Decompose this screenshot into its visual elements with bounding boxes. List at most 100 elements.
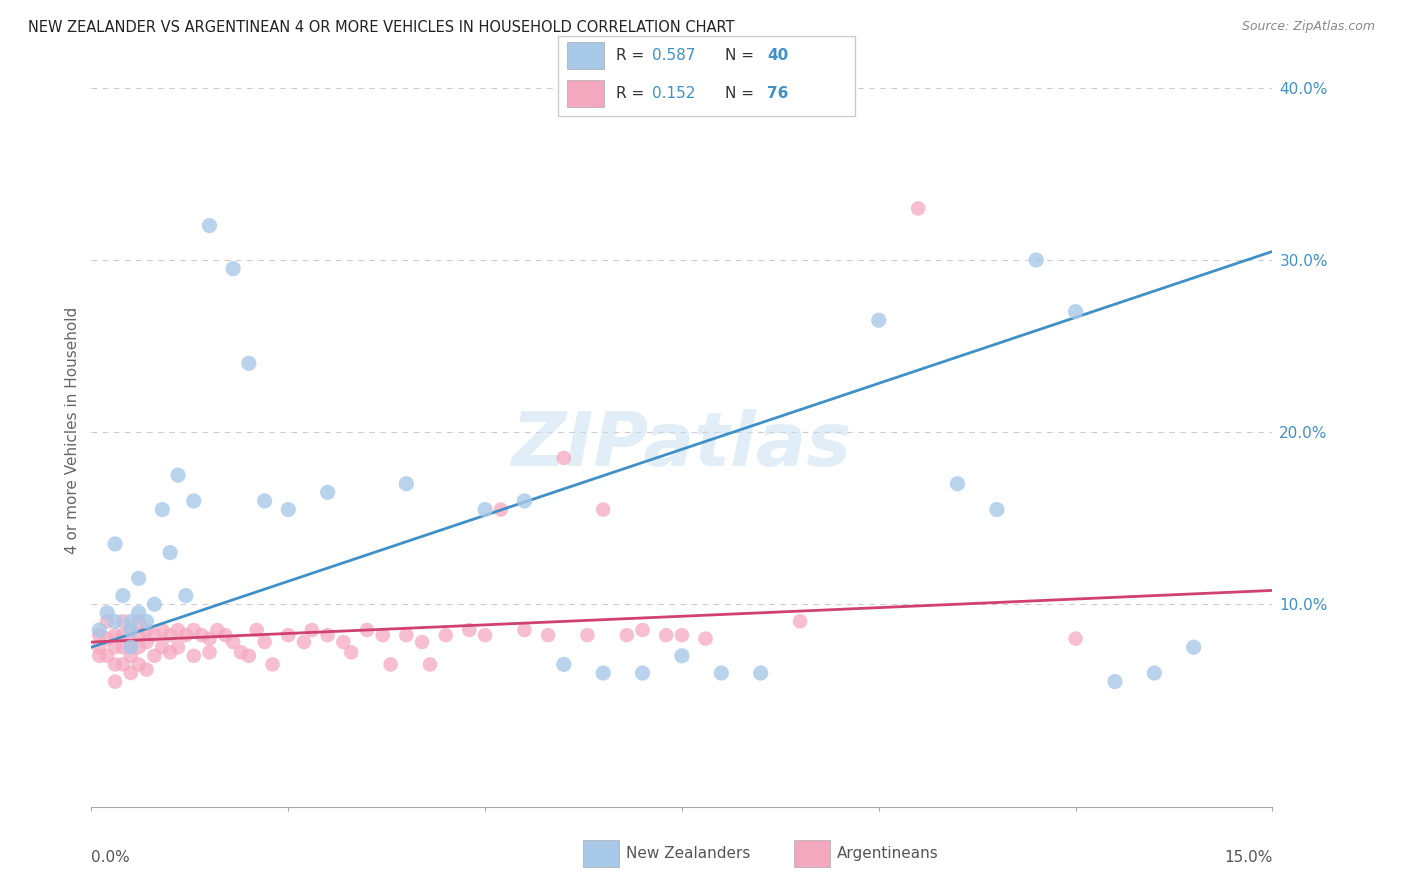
- Point: [592, 666, 614, 681]
- Point: [120, 640, 142, 655]
- Point: [104, 657, 127, 672]
- Point: [789, 615, 811, 629]
- Text: R =: R =: [616, 48, 650, 62]
- Point: [183, 623, 205, 637]
- Point: [246, 623, 269, 637]
- Text: R =: R =: [616, 87, 650, 101]
- Point: [229, 645, 252, 659]
- Point: [120, 666, 142, 681]
- Point: [128, 628, 150, 642]
- Point: [120, 623, 142, 637]
- Point: [749, 666, 772, 681]
- Point: [207, 623, 229, 637]
- Point: [292, 635, 315, 649]
- Point: [150, 640, 173, 655]
- Point: [167, 640, 190, 655]
- Point: [631, 623, 654, 637]
- Text: 15.0%: 15.0%: [1225, 850, 1272, 865]
- Point: [671, 648, 693, 663]
- Point: [198, 645, 221, 659]
- Point: [135, 635, 157, 649]
- Point: [458, 623, 481, 637]
- Point: [946, 476, 969, 491]
- Point: [198, 219, 221, 233]
- Point: [159, 645, 181, 659]
- Point: [111, 589, 134, 603]
- Text: 0.152: 0.152: [652, 87, 696, 101]
- Point: [128, 571, 150, 585]
- Bar: [568, 80, 603, 107]
- Point: [553, 450, 575, 465]
- Point: [143, 648, 166, 663]
- Point: [553, 657, 575, 672]
- Point: [474, 628, 496, 642]
- Point: [616, 628, 638, 642]
- Point: [1104, 674, 1126, 689]
- Point: [253, 635, 276, 649]
- Point: [128, 640, 150, 655]
- Text: 76: 76: [768, 87, 789, 101]
- Point: [1182, 640, 1205, 655]
- Point: [592, 502, 614, 516]
- Text: NEW ZEALANDER VS ARGENTINEAN 4 OR MORE VEHICLES IN HOUSEHOLD CORRELATION CHART: NEW ZEALANDER VS ARGENTINEAN 4 OR MORE V…: [28, 20, 734, 35]
- Point: [671, 628, 693, 642]
- Point: [340, 645, 363, 659]
- Point: [371, 628, 394, 642]
- Point: [316, 628, 339, 642]
- Point: [104, 674, 127, 689]
- Text: ZIPatlas: ZIPatlas: [512, 409, 852, 482]
- Point: [419, 657, 441, 672]
- Point: [238, 356, 260, 370]
- Point: [120, 635, 142, 649]
- Point: [89, 640, 111, 655]
- Point: [1143, 666, 1166, 681]
- Y-axis label: 4 or more Vehicles in Household: 4 or more Vehicles in Household: [65, 307, 80, 554]
- FancyBboxPatch shape: [558, 36, 855, 116]
- Text: 0.0%: 0.0%: [91, 850, 131, 865]
- Text: 0.587: 0.587: [652, 48, 696, 62]
- Point: [128, 657, 150, 672]
- Point: [434, 628, 457, 642]
- Point: [316, 485, 339, 500]
- Point: [238, 648, 260, 663]
- Point: [135, 615, 157, 629]
- Point: [395, 476, 418, 491]
- Point: [214, 628, 236, 642]
- Point: [1064, 632, 1087, 646]
- Text: N =: N =: [724, 48, 758, 62]
- Point: [89, 648, 111, 663]
- Point: [111, 657, 134, 672]
- Point: [104, 615, 127, 629]
- Point: [183, 648, 205, 663]
- Point: [111, 628, 134, 642]
- Point: [104, 628, 127, 642]
- Text: Argentineans: Argentineans: [837, 847, 938, 861]
- Point: [655, 628, 678, 642]
- Text: 40: 40: [768, 48, 789, 62]
- Point: [222, 635, 245, 649]
- Point: [111, 640, 134, 655]
- Point: [1025, 253, 1047, 268]
- Point: [380, 657, 402, 672]
- Point: [167, 623, 190, 637]
- Point: [143, 628, 166, 642]
- Point: [710, 666, 733, 681]
- Point: [143, 597, 166, 611]
- Point: [120, 648, 142, 663]
- Point: [135, 663, 157, 677]
- Point: [301, 623, 323, 637]
- Point: [262, 657, 284, 672]
- Point: [128, 606, 150, 620]
- Point: [183, 494, 205, 508]
- Point: [356, 623, 378, 637]
- Point: [135, 623, 157, 637]
- Point: [190, 628, 212, 642]
- Point: [513, 494, 536, 508]
- Point: [253, 494, 276, 508]
- Point: [411, 635, 433, 649]
- Point: [96, 606, 118, 620]
- Point: [537, 628, 560, 642]
- Point: [128, 615, 150, 629]
- Point: [395, 628, 418, 642]
- Point: [277, 502, 299, 516]
